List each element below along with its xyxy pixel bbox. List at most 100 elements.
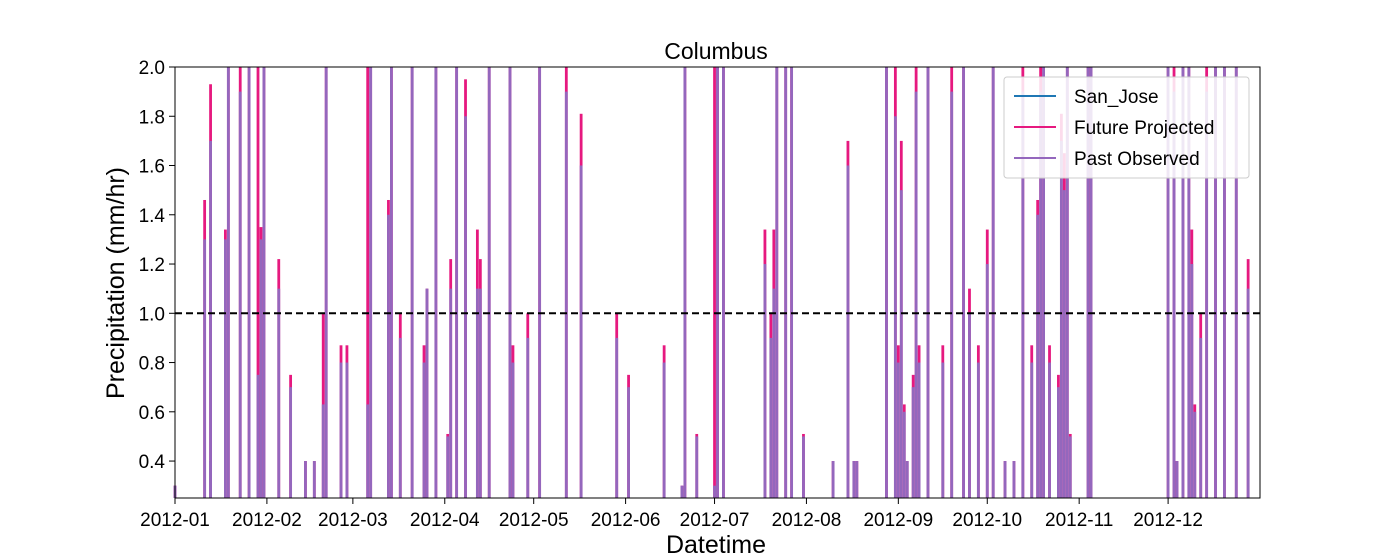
- x-tick-label: 2012-05: [499, 510, 569, 531]
- data-point: [893, 116, 897, 498]
- data-point: [475, 288, 479, 498]
- data-point: [369, 67, 373, 498]
- x-tick-label: 2012-03: [318, 510, 388, 531]
- x-tick-label: 2012-07: [680, 510, 750, 531]
- data-point: [247, 67, 251, 498]
- legend: San_Jose Future Projected Past Observed: [1003, 76, 1250, 179]
- data-point: [511, 362, 515, 498]
- data-point: [1039, 91, 1043, 498]
- data-point: [1172, 91, 1176, 498]
- data-point: [716, 67, 719, 498]
- data-point: [277, 288, 281, 498]
- data-point: [1199, 337, 1203, 498]
- data-point: [455, 67, 459, 498]
- chart-title: Columbus: [664, 38, 768, 64]
- data-point: [1187, 67, 1191, 498]
- data-point: [713, 67, 716, 498]
- data-point: [226, 67, 230, 498]
- data-point: [846, 165, 850, 498]
- data-point: [259, 239, 263, 498]
- data-point: [775, 67, 779, 498]
- data-point: [366, 404, 370, 498]
- data-point: [434, 67, 438, 498]
- data-point: [899, 190, 903, 498]
- data-point: [1065, 67, 1069, 498]
- data-point: [321, 404, 325, 498]
- data-point: [345, 362, 349, 498]
- data-point: [662, 362, 666, 498]
- data-point: [1205, 91, 1209, 498]
- data-point: [914, 91, 918, 498]
- data-point: [1190, 264, 1194, 498]
- y-tick-label: 0.8: [139, 354, 165, 375]
- data-point: [1214, 67, 1217, 498]
- data-point: [911, 387, 915, 498]
- data-point: [526, 337, 530, 498]
- data-point: [1012, 461, 1016, 498]
- data-point: [324, 67, 328, 498]
- data-point: [852, 461, 856, 498]
- data-point: [763, 264, 767, 498]
- data-point: [1181, 67, 1185, 498]
- data-point: [1068, 436, 1072, 498]
- data-point: [926, 67, 930, 498]
- data-point: [905, 461, 909, 498]
- data-point: [627, 387, 630, 498]
- data-point: [976, 362, 980, 498]
- data-point: [1021, 91, 1025, 498]
- data-point: [802, 436, 805, 498]
- data-point: [304, 461, 307, 498]
- data-point: [1036, 214, 1040, 498]
- data-point: [831, 461, 835, 498]
- data-point: [1048, 362, 1051, 498]
- legend-entry: San_Jose: [1014, 87, 1159, 108]
- legend-box: [1003, 76, 1250, 179]
- data-point: [1042, 67, 1045, 498]
- data-point: [1062, 190, 1066, 498]
- data-point: [224, 239, 227, 498]
- data-point: [1175, 461, 1179, 498]
- legend-label: Future Projected: [1074, 118, 1214, 139]
- data-point: [262, 67, 266, 498]
- data-point: [256, 374, 260, 498]
- data-point: [885, 67, 888, 498]
- data-point: [772, 288, 776, 498]
- x-tick-label: 2012-12: [1133, 510, 1203, 531]
- data-point: [683, 67, 687, 498]
- data-point: [855, 461, 859, 498]
- y-tick-label: 1.4: [139, 206, 166, 227]
- data-point: [312, 461, 316, 498]
- data-point: [464, 116, 467, 498]
- data-point: [1193, 411, 1197, 498]
- data-point: [238, 91, 242, 498]
- data-point: [968, 313, 971, 498]
- data-point: [289, 387, 293, 498]
- data-point: [1223, 67, 1226, 498]
- data-point: [615, 337, 619, 498]
- y-tick-label: 0.6: [139, 403, 165, 424]
- data-point: [449, 288, 453, 498]
- data-point: [508, 67, 512, 498]
- data-point: [991, 67, 995, 498]
- data-point: [695, 436, 699, 498]
- data-point: [1057, 387, 1060, 498]
- data-point: [713, 485, 716, 498]
- y-tick-label: 1.8: [139, 107, 165, 128]
- x-tick-label: 2012-01: [140, 510, 210, 531]
- data-point: [902, 411, 906, 498]
- data-point: [478, 288, 482, 498]
- data-point: [446, 436, 450, 498]
- data-point: [985, 264, 989, 498]
- data-point: [1086, 67, 1090, 498]
- y-axis-title: Precipitation (mm/hr): [102, 167, 130, 399]
- data-point: [256, 67, 260, 498]
- legend-label: San_Jose: [1074, 87, 1159, 108]
- legend-label: Past Observed: [1074, 149, 1200, 170]
- data-point: [950, 91, 954, 498]
- x-tick-label: 2012-09: [863, 510, 933, 531]
- y-tick-label: 1.6: [139, 157, 165, 178]
- data-point: [1030, 362, 1034, 498]
- data-point: [398, 337, 402, 498]
- data-point: [896, 362, 900, 498]
